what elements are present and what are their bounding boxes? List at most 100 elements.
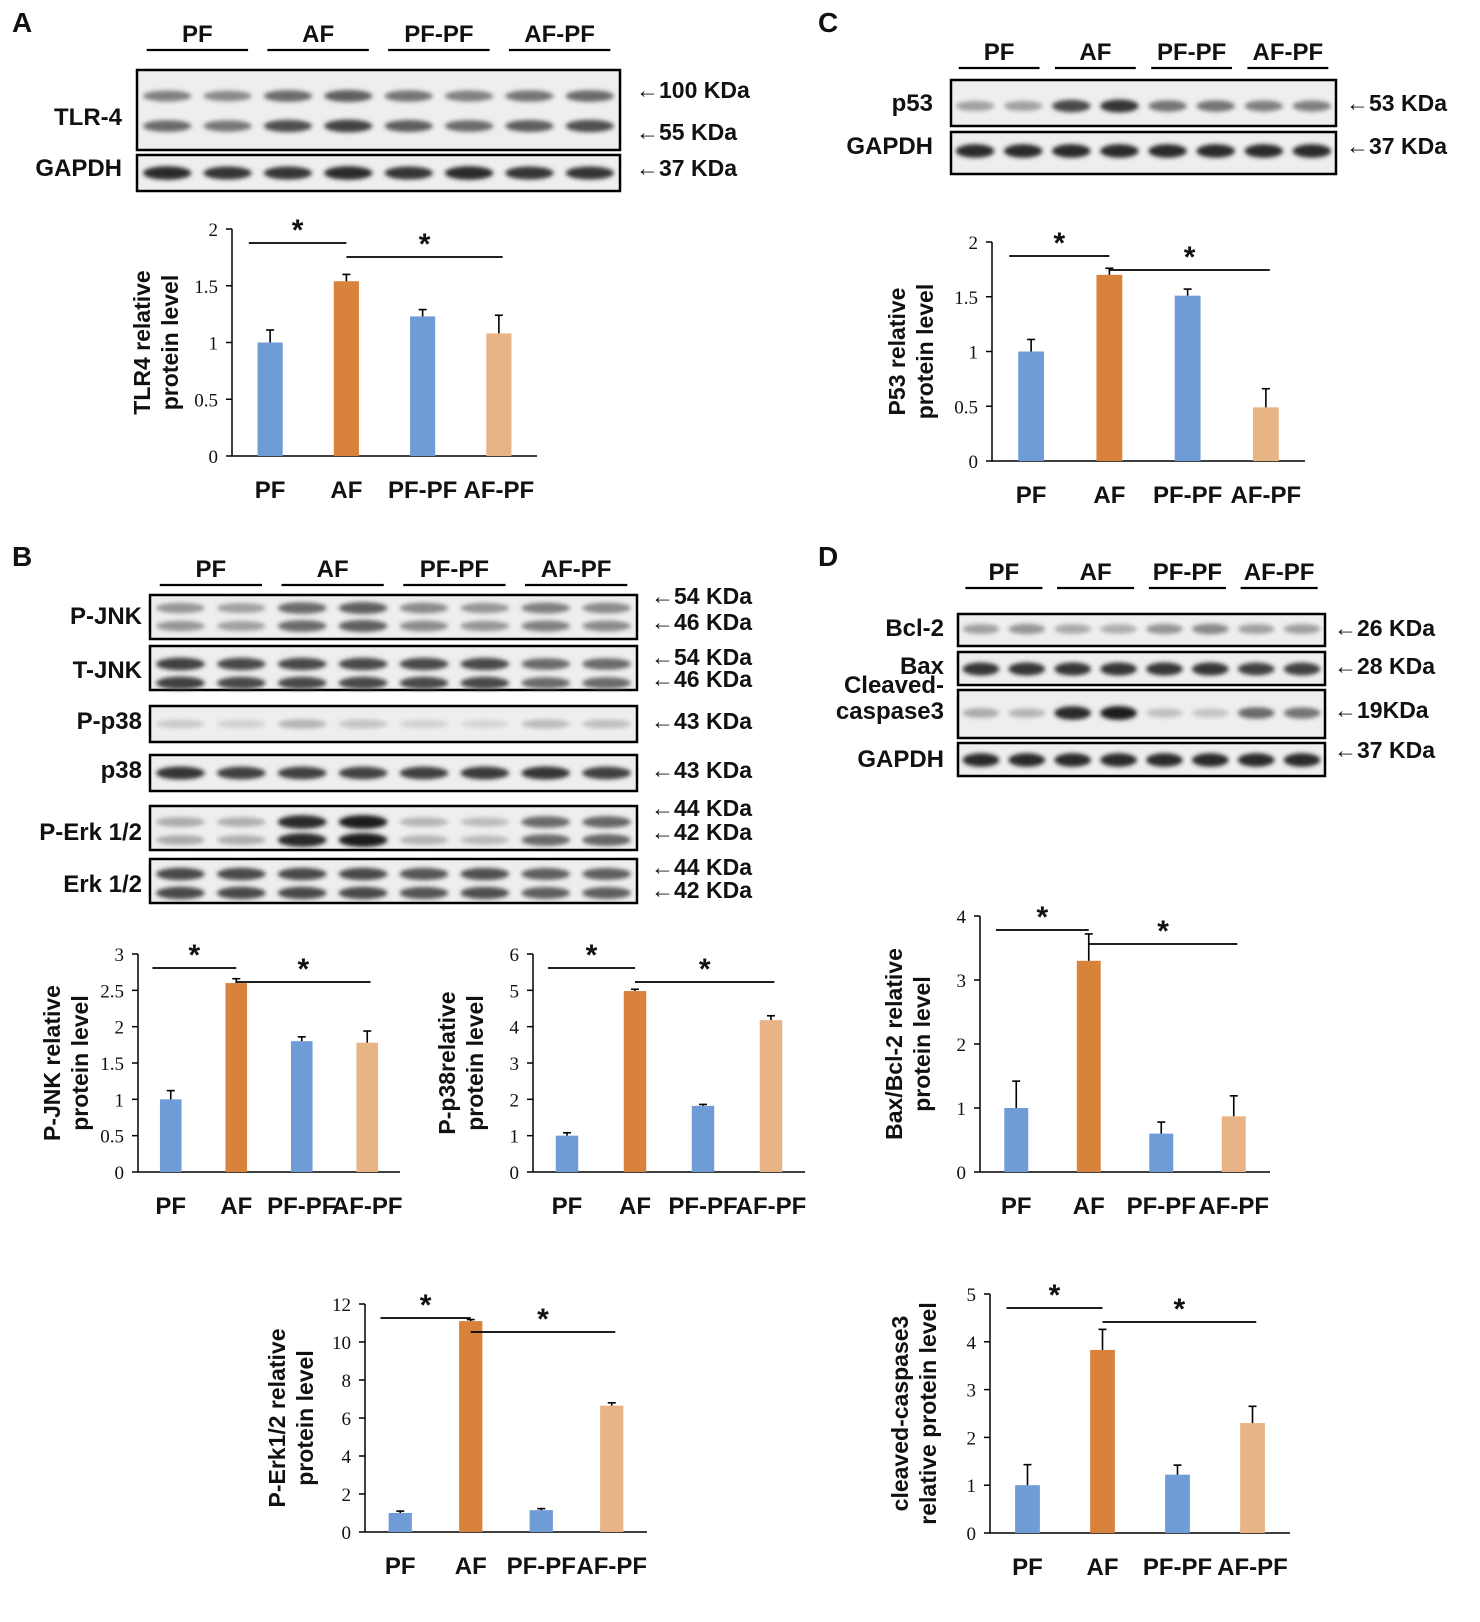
blot-band — [277, 833, 327, 847]
blot-group-label: PF-PF — [1157, 39, 1226, 66]
bar — [623, 991, 647, 1172]
significance-star: * — [586, 939, 598, 972]
blot-band — [277, 620, 327, 632]
blot-band — [1003, 100, 1043, 112]
blot-band — [460, 867, 510, 881]
blot-band — [399, 766, 449, 780]
blot-band — [460, 817, 510, 827]
blot-band — [521, 868, 571, 880]
blot-band — [521, 602, 571, 614]
blot-row-label: Erk 1/2 — [63, 871, 142, 898]
blot-band — [1003, 144, 1043, 158]
blot-band — [1052, 144, 1091, 158]
blot-row: TLR-4 ←100 KDa ←55 KDa — [54, 68, 750, 152]
molecular-weight-marker: ←46 KDa — [651, 609, 752, 635]
blot-band — [399, 835, 449, 845]
blot-band — [156, 676, 205, 690]
significance-star: * — [1184, 241, 1196, 274]
blot-band — [156, 719, 205, 729]
blot-band — [1100, 144, 1139, 158]
blot-band — [1283, 707, 1321, 719]
y-tick-label: 1 — [957, 1099, 967, 1120]
blot-band — [277, 676, 327, 690]
blot-group-label: PF-PF — [1153, 559, 1222, 586]
blot-band — [338, 815, 388, 829]
bar — [410, 316, 436, 456]
blot-band — [444, 166, 494, 180]
blot-group-label: PF-PF — [404, 21, 473, 48]
y-tick-label: 4 — [967, 1333, 977, 1354]
blot-band — [399, 602, 449, 614]
y-tick-label: 6 — [342, 1409, 352, 1430]
molecular-weight-marker: ←37 KDa — [1334, 737, 1435, 763]
blot-band — [384, 166, 433, 180]
blot-band — [1008, 662, 1046, 676]
y-axis-label: protein level — [292, 1350, 318, 1485]
blot-row: p53 ←53 KDa — [892, 78, 1447, 128]
blot-band — [399, 719, 449, 729]
blot-row-label: GAPDH — [35, 155, 122, 182]
y-tick-label: 0.5 — [100, 1127, 124, 1148]
blot-band — [582, 887, 631, 899]
blot-panel-c: PF AF PF-PF AF-PF p53 ←53 KDa GAPDH ←37 KDa — [846, 39, 1447, 176]
x-category-label: AF — [1073, 1193, 1105, 1220]
y-tick-label: 2 — [115, 1018, 125, 1039]
y-tick-label: 1.5 — [194, 277, 218, 298]
x-category-label: PF-PF — [507, 1553, 576, 1580]
x-category-label: AF — [330, 477, 362, 504]
significance-star: * — [419, 228, 431, 261]
blot-band — [216, 676, 266, 690]
blot-band — [1283, 662, 1321, 676]
x-category-label: AF — [1087, 1554, 1119, 1581]
molecular-weight-marker: ←43 KDa — [651, 708, 752, 734]
blot-band — [1292, 144, 1332, 158]
blot-band — [216, 602, 266, 614]
bar-chart-5: 0 1 2 3 4 PF AF PF-PF AF-PF Bax/Bcl-2 relative pro… — [881, 901, 1270, 1220]
blot-band — [143, 90, 192, 102]
blot-group-label: PF — [182, 21, 213, 48]
blot-group-label: AF-PF — [524, 21, 595, 48]
blot-band — [1146, 753, 1183, 767]
bar — [1174, 295, 1201, 461]
bar — [1018, 351, 1045, 461]
y-tick-label: 1 — [967, 1476, 977, 1497]
bar — [1090, 1349, 1115, 1533]
molecular-weight-marker: ←43 KDa — [651, 757, 752, 783]
blot-band — [1237, 753, 1275, 767]
y-tick-label: 5 — [510, 981, 520, 1002]
blot-row-label: TLR-4 — [54, 104, 123, 131]
blot-band — [399, 620, 449, 632]
y-axis-label: protein level — [67, 995, 93, 1130]
blot-row-label: p38 — [101, 757, 142, 784]
blot-group-label: AF-PF — [1253, 39, 1324, 66]
panel-label-b: B — [12, 541, 32, 572]
y-tick-label: 2 — [342, 1485, 352, 1506]
y-tick-label: 0.5 — [194, 390, 218, 411]
blot-band — [216, 657, 266, 671]
x-category-label: PF-PF — [388, 477, 457, 504]
blot-row: T-JNK ←54 KDa←46 KDa — [73, 644, 753, 692]
blot-band — [156, 602, 205, 614]
blot-row: Erk 1/2 ←44 KDa←42 KDa — [63, 854, 752, 905]
blot-band — [521, 766, 571, 780]
y-axis-label: protein level — [909, 976, 935, 1111]
blot-band — [1148, 100, 1187, 112]
blot-band — [338, 602, 388, 614]
blot-band — [460, 766, 510, 780]
y-tick-label: 5 — [967, 1285, 977, 1306]
bar — [225, 983, 248, 1172]
y-tick-label: 3 — [957, 971, 967, 992]
blot-band — [460, 657, 510, 671]
y-tick-label: 4 — [510, 1018, 520, 1039]
y-tick-label: 10 — [332, 1333, 351, 1354]
y-tick-label: 3 — [115, 945, 125, 966]
panel-label-d: D — [818, 541, 838, 572]
blot-band — [203, 90, 252, 102]
blot-row-label: P-p38 — [77, 708, 142, 735]
bar — [691, 1105, 715, 1172]
blot-band — [263, 166, 313, 180]
y-tick-label: 0.5 — [954, 397, 978, 418]
blot-band — [384, 120, 433, 132]
blot-band — [1292, 100, 1332, 112]
